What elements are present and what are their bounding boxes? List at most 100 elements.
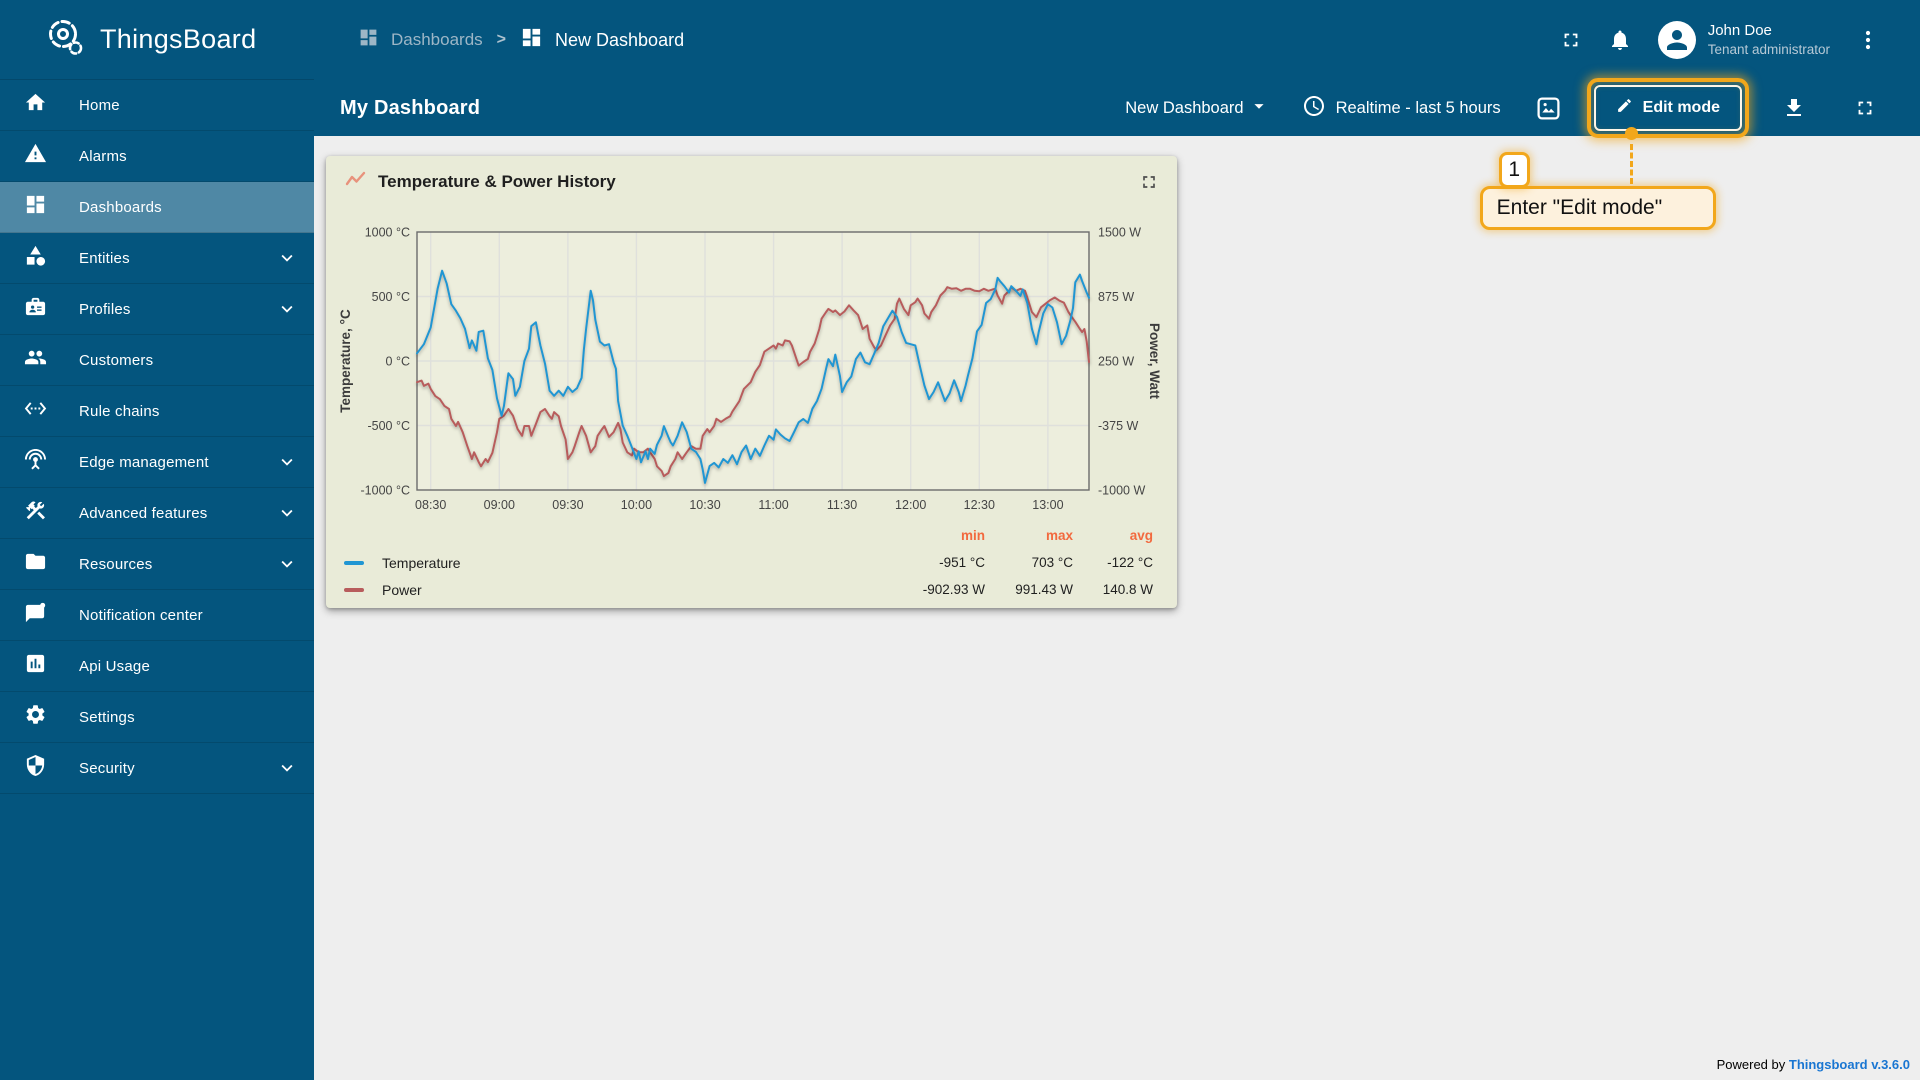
sidebar-item-label: Resources (79, 555, 153, 573)
svg-text:250 W: 250 W (1098, 355, 1134, 369)
svg-text:10:30: 10:30 (689, 498, 720, 512)
sidebar-item-label: Notification center (79, 606, 203, 624)
svg-text:12:30: 12:30 (964, 498, 995, 512)
customers-icon (24, 346, 47, 374)
rule-chains-icon (24, 397, 47, 425)
chart-legend: min max avg Temperature -951 °C 703 °C -122 °C… (326, 522, 1177, 603)
sidebar-item-security[interactable]: Security (0, 743, 314, 794)
annotation-step-badge: 1 (1498, 152, 1530, 188)
entities-icon (24, 244, 47, 272)
legend-series-toggle[interactable]: Temperature (344, 555, 880, 571)
sidebar: Home Alarms Dashboards Entities Profiles Cust… (0, 80, 314, 1080)
powered-by-footer: Powered by Thingsboard v.3.6.0 (1717, 1057, 1910, 1072)
svg-text:12:00: 12:00 (895, 498, 926, 512)
chevron-down-icon (1248, 95, 1270, 122)
dashboards-icon (24, 193, 47, 221)
user-info: John Doe Tenant administrator (1708, 21, 1830, 59)
notification-center-icon (24, 601, 47, 629)
series-color-swatch (344, 560, 364, 565)
user-role: Tenant administrator (1707, 42, 1830, 58)
sidebar-item-edge-management[interactable]: Edge management (0, 437, 314, 488)
legend-header-min: min (960, 528, 985, 543)
svg-text:13:00: 13:00 (1032, 498, 1063, 512)
dashboard-select[interactable]: New Dashboard (1125, 95, 1269, 122)
legend-header-max: max (1045, 528, 1073, 543)
dashboards-grid-icon (358, 27, 379, 53)
sidebar-item-home[interactable]: Home (0, 80, 314, 131)
svg-text:-500 °C: -500 °C (367, 419, 410, 433)
chevron-down-icon (276, 757, 298, 779)
svg-text:875 W: 875 W (1098, 290, 1134, 304)
api-usage-icon (24, 652, 47, 680)
sidebar-item-label: Edge management (79, 453, 209, 471)
svg-text:-1000 W: -1000 W (1098, 484, 1145, 498)
breadcrumb: Dashboards > New Dashboard (358, 26, 684, 54)
thingsboard-version-link[interactable]: Thingsboard v.3.6.0 (1788, 1057, 1910, 1072)
sidebar-item-entities[interactable]: Entities (0, 233, 314, 284)
thingsboard-logo-icon (42, 15, 88, 64)
svg-text:-375 W: -375 W (1098, 419, 1138, 433)
sidebar-item-customers[interactable]: Customers (0, 335, 314, 386)
sidebar-item-resources[interactable]: Resources (0, 539, 314, 590)
download-icon[interactable] (1782, 96, 1806, 120)
annotation-connector-dot (1624, 127, 1638, 140)
legend-header-row: min max avg (344, 522, 1153, 549)
sidebar-item-notification-center[interactable]: Notification center (0, 590, 314, 641)
page-title: My Dashboard (340, 96, 481, 119)
timewindow-button[interactable]: Realtime - last 5 hours (1302, 94, 1501, 123)
sidebar-item-advanced-features[interactable]: Advanced features (0, 488, 314, 539)
timeseries-widget: Temperature & Power History 08:30 09:00 09… (326, 156, 1177, 608)
breadcrumb-dashboards[interactable]: Dashboards (358, 27, 483, 53)
edge-management-icon (24, 448, 47, 476)
advanced-features-icon (24, 499, 47, 527)
svg-text:08:30: 08:30 (415, 498, 446, 512)
legend-row-power: Power -902.93 W 991.43 W 140.8 W (344, 576, 1153, 603)
svg-text:Power, Watt: Power, Watt (1147, 323, 1162, 400)
widget-fullscreen-icon[interactable] (1139, 172, 1159, 192)
legend-min-value: -902.93 W (922, 582, 985, 597)
settings-icon (24, 703, 47, 731)
timeseries-chart[interactable]: 08:30 09:00 09:30 10:00 10:30 11:00 11:30 12:00… (326, 214, 1177, 514)
sidebar-item-rule-chains[interactable]: Rule chains (0, 386, 314, 437)
profiles-icon (24, 295, 47, 323)
breadcrumb-current[interactable]: New Dashboard (520, 26, 684, 54)
svg-text:Temperature, °C: Temperature, °C (338, 309, 353, 413)
chevron-down-icon (276, 298, 298, 320)
legend-max-value: 991.43 W (1015, 582, 1073, 597)
dashboard-image-icon[interactable] (1535, 95, 1562, 122)
toolbar-actions: New Dashboard Realtime - last 5 hours (1125, 78, 1920, 230)
sidebar-item-label: Entities (79, 249, 130, 267)
series-color-swatch (344, 587, 364, 592)
sidebar-item-settings[interactable]: Settings (0, 692, 314, 743)
pencil-icon (1616, 97, 1633, 119)
legend-header-avg: avg (1129, 528, 1153, 543)
svg-text:09:00: 09:00 (484, 498, 515, 512)
user-menu[interactable]: John Doe Tenant administrator (1657, 21, 1830, 59)
edit-mode-button[interactable]: Edit mode (1593, 85, 1742, 131)
sidebar-item-profiles[interactable]: Profiles (0, 284, 314, 335)
dashboard-content: Temperature & Power History 08:30 09:00 09… (314, 136, 1920, 1080)
dashboards-grid-icon (520, 26, 543, 54)
legend-series-toggle[interactable]: Power (344, 582, 880, 598)
security-icon (24, 754, 47, 782)
sidebar-item-label: Profiles (79, 300, 131, 318)
dashboard-fullscreen-icon[interactable] (1854, 97, 1876, 119)
resources-icon (24, 550, 47, 578)
svg-text:1500 W: 1500 W (1098, 226, 1141, 240)
notifications-bell-icon[interactable] (1608, 28, 1632, 52)
sidebar-item-alarms[interactable]: Alarms (0, 131, 314, 182)
svg-text:1000 °C: 1000 °C (365, 226, 410, 240)
sidebar-item-dashboards[interactable]: Dashboards (0, 182, 314, 233)
sidebar-item-label: Customers (79, 351, 154, 369)
fullscreen-icon[interactable] (1560, 29, 1582, 51)
breadcrumb-separator: > (496, 31, 507, 48)
chevron-down-icon (276, 247, 298, 269)
widget-title: Temperature & Power History (378, 172, 616, 191)
chevron-down-icon (276, 502, 298, 524)
header-actions: John Doe Tenant administrator (1560, 21, 1920, 59)
logo[interactable]: ThingsBoard (0, 0, 314, 80)
kebab-menu-icon[interactable] (1856, 28, 1880, 52)
sidebar-item-api-usage[interactable]: Api Usage (0, 641, 314, 692)
legend-row-temperature: Temperature -951 °C 703 °C -122 °C (344, 549, 1153, 576)
legend-avg-value: 140.8 W (1102, 582, 1153, 597)
